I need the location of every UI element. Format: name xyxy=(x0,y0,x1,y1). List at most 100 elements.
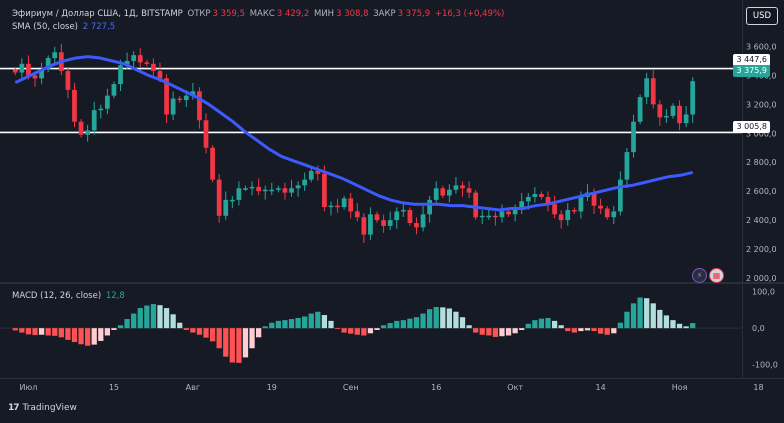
candle-body xyxy=(65,71,71,90)
macd-bar xyxy=(209,328,216,342)
candle-body xyxy=(381,220,386,226)
time-tick-label: Окт xyxy=(507,383,523,392)
macd-bar xyxy=(190,328,196,333)
candle-body xyxy=(335,205,340,208)
macd-bar xyxy=(532,320,538,329)
candle-body xyxy=(32,75,38,79)
macd-bar xyxy=(236,328,242,363)
flag-icon[interactable]: ▦ xyxy=(709,268,724,283)
candle-body xyxy=(407,209,413,224)
macd-bar xyxy=(262,326,268,329)
time-tick-label: 18 xyxy=(753,383,763,392)
candle-body xyxy=(460,185,465,189)
currency-button[interactable]: USD xyxy=(746,7,778,25)
macd-bar xyxy=(282,320,288,329)
macd-bar xyxy=(183,328,189,330)
macd-bar xyxy=(690,323,696,329)
macd-bar xyxy=(479,328,485,335)
candle-body xyxy=(12,69,18,73)
macd-bar xyxy=(321,315,328,329)
candle-body xyxy=(262,189,268,192)
macd-bar xyxy=(551,320,558,329)
candle-body xyxy=(420,214,426,228)
open-value: 3 359,5 xyxy=(212,9,245,19)
lightning-icon[interactable]: ⚡ xyxy=(692,268,707,283)
macd-bar xyxy=(177,322,183,329)
time-tick-label: Авг xyxy=(186,383,200,392)
price-tick-label: 3 200,0 xyxy=(746,100,777,109)
macd-bar xyxy=(196,328,203,335)
macd-bar xyxy=(242,328,249,358)
sma-legend[interactable]: SMA (50, close) 2 727,5 xyxy=(12,22,117,32)
macd-bar xyxy=(275,320,281,329)
macd-bar xyxy=(348,328,354,334)
candle-body xyxy=(78,121,84,135)
macd-bar xyxy=(492,328,499,337)
time-tick-label: Сен xyxy=(343,383,359,392)
macd-bar xyxy=(486,328,492,336)
macd-bar xyxy=(525,323,531,329)
candle-body xyxy=(631,121,636,153)
macd-legend[interactable]: MACD (12, 26, close) 12,8 xyxy=(12,291,127,301)
candle-body xyxy=(249,186,255,189)
candle-body xyxy=(479,215,485,218)
time-tick-label: Июл xyxy=(20,383,38,392)
time-axis-border xyxy=(0,378,784,379)
candle-body xyxy=(308,170,314,180)
candle-body xyxy=(552,204,557,215)
candle-body xyxy=(440,188,446,196)
candle-body xyxy=(374,214,380,221)
macd-value: 12,8 xyxy=(105,291,125,301)
candle-body xyxy=(131,55,137,61)
macd-bar xyxy=(440,307,446,329)
last-price-tag: 3 375,9 xyxy=(733,65,770,77)
candle-body xyxy=(354,211,360,218)
macd-bar xyxy=(683,326,689,329)
high-value: 3 429,2 xyxy=(276,9,310,19)
macd-bar xyxy=(604,328,610,335)
sma-label: SMA (50, close) xyxy=(12,22,78,32)
macd-bar xyxy=(446,308,452,329)
macd-bar xyxy=(420,313,426,329)
level-tag-upper: 3 447,6 xyxy=(733,54,770,66)
macd-bar xyxy=(598,328,604,334)
macd-bar xyxy=(58,328,64,338)
candle-body xyxy=(341,198,347,208)
candle-body xyxy=(400,209,406,212)
candle-body xyxy=(91,110,97,131)
macd-bar xyxy=(170,314,176,329)
candle-body xyxy=(637,97,643,122)
candle-body xyxy=(170,98,176,115)
horizontal-levels xyxy=(0,67,742,134)
macd-bar xyxy=(663,315,670,329)
candle-body xyxy=(427,199,433,215)
macd-bar xyxy=(611,328,617,334)
candle-body xyxy=(368,214,373,235)
tradingview-logo[interactable]: 17 TradingView xyxy=(8,403,77,413)
macd-bar xyxy=(427,309,433,329)
candle-body xyxy=(104,95,110,109)
candle-body xyxy=(506,211,511,215)
macd-bar xyxy=(32,328,38,336)
candle-body xyxy=(690,81,696,115)
candle-body xyxy=(611,211,617,218)
candle-body xyxy=(525,196,531,202)
macd-bar xyxy=(295,317,301,329)
candle-body xyxy=(183,95,189,101)
candle-body xyxy=(348,198,354,212)
macd-bar xyxy=(78,328,84,345)
macd-axis: 100,0 0,0 -100,0 xyxy=(752,288,778,370)
macd-tick-label: 0,0 xyxy=(752,324,765,333)
macd-bar xyxy=(104,328,110,336)
low-label: МИН xyxy=(313,9,335,19)
macd-bar xyxy=(499,328,505,337)
candle-body xyxy=(453,185,459,190)
candle-body xyxy=(677,105,682,124)
tradingview-mark-icon: 17 xyxy=(8,403,19,413)
candle-body xyxy=(137,55,143,63)
time-tick-label: 16 xyxy=(431,383,441,392)
macd-bar xyxy=(413,317,420,329)
macd-bar xyxy=(308,313,314,329)
